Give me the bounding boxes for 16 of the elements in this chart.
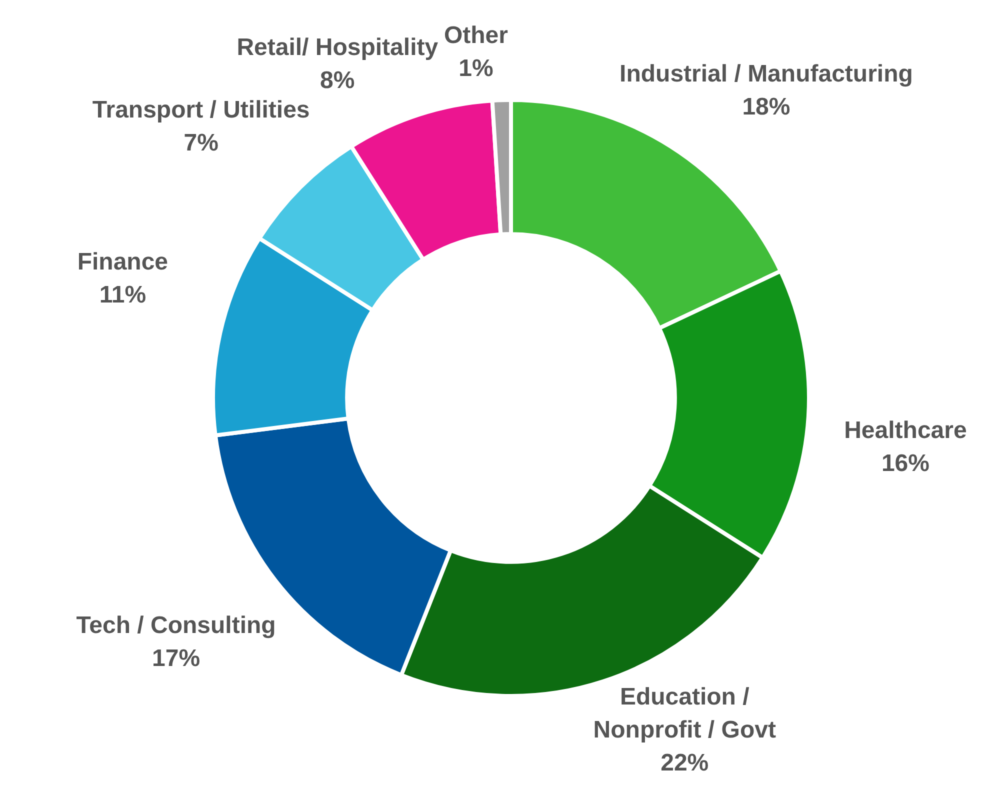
data-label: 8% <box>320 67 355 94</box>
data-label: 18% <box>742 94 790 121</box>
slice-label: Healthcare <box>844 416 967 444</box>
slice-label: Transport / Utilities <box>92 96 310 124</box>
data-label: 1% <box>458 55 494 82</box>
slice-label: Education / Nonprofit / Govt <box>593 684 776 744</box>
data-label: 17% <box>152 645 200 672</box>
data-label: 11% <box>99 281 146 308</box>
data-label: 16% <box>881 450 930 477</box>
data-label: 7% <box>184 129 218 156</box>
slice-label: Other <box>444 22 508 50</box>
slice-label: Industrial / Manufacturing <box>620 60 913 88</box>
slice-label: Tech / Consulting <box>76 612 276 640</box>
slice-label: Retail/ Hospitality <box>236 34 439 62</box>
data-label: 22% <box>660 750 709 777</box>
slice-label: Finance <box>77 248 168 276</box>
